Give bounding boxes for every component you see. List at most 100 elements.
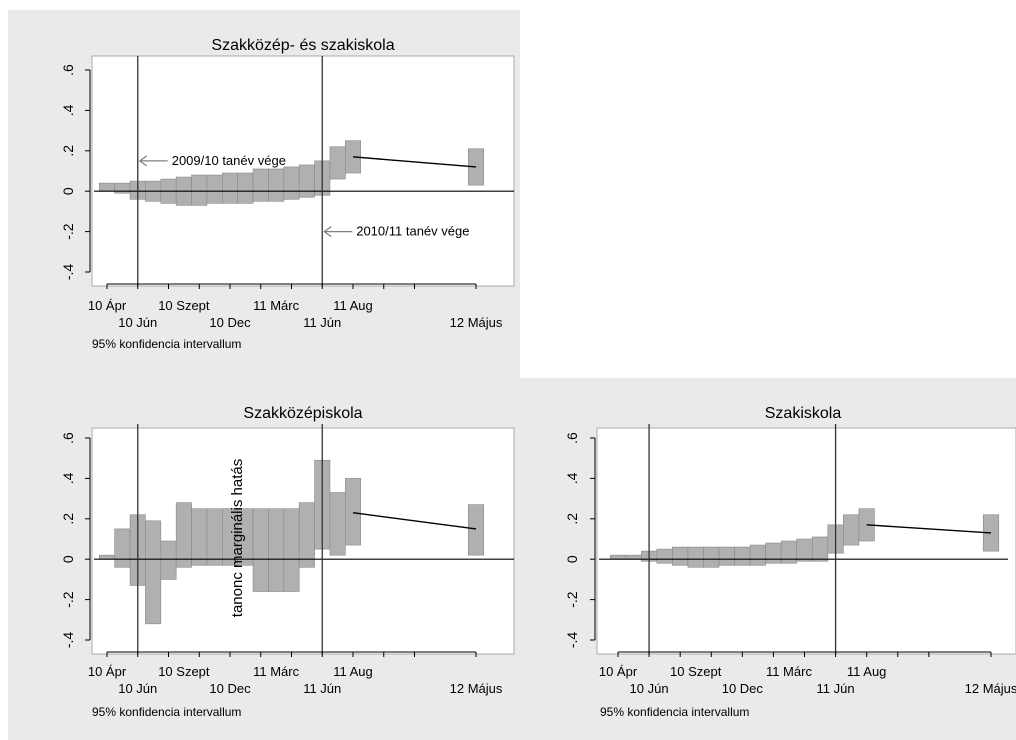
ci-bar <box>672 546 689 566</box>
y-tick-label: .4 <box>60 104 76 116</box>
ci-bar <box>609 554 627 560</box>
y-tick-label: -.4 <box>60 264 76 281</box>
y-tick-label: -.2 <box>60 591 76 608</box>
ci-bar <box>796 538 813 562</box>
x-tick-label: 10 Dec <box>209 315 251 330</box>
ci-bar <box>329 146 346 180</box>
x-tick-label: 10 Szept <box>670 664 722 679</box>
x-tick-label: 11 Márc <box>253 664 299 679</box>
arrow-head <box>138 155 148 167</box>
y-tick-label: -.2 <box>60 223 76 240</box>
ci-bars <box>609 508 1000 568</box>
y-tick-label: .4 <box>60 472 76 484</box>
ci-note: 95% konfidencia intervallum <box>92 337 241 351</box>
ci-bar <box>656 548 673 564</box>
ci-bar <box>222 172 238 204</box>
ci-bar <box>175 502 192 568</box>
ci-bar <box>283 166 300 200</box>
x-tick-label: 12 Május <box>450 315 503 330</box>
ci-bar <box>191 508 208 566</box>
ci-bar <box>687 546 704 568</box>
chart-title: Szakközép- és szakiskola <box>211 37 394 54</box>
x-tick-label: 11 Jún <box>303 315 341 330</box>
x-tick-label: 10 Szept <box>158 298 210 313</box>
x-tick-label: 12 Május <box>965 681 1016 696</box>
ci-bar <box>237 172 254 204</box>
y-tick-label: .2 <box>60 145 76 157</box>
panel-szakiskola: Szakiskola -.4 -.2 0 .2 .4 .6 10 Ápr 10 Szept 11… <box>564 405 1016 719</box>
annotation-label: 2009/10 tanév vége <box>172 153 286 168</box>
trend-line <box>352 512 477 530</box>
x-tick-label: 10 Jún <box>118 681 157 696</box>
x-tick-label: 10 Dec <box>722 681 764 696</box>
x-tick-label: 10 Ápr <box>88 664 127 679</box>
x-tick-label: 12 Május <box>450 681 503 696</box>
x-tick-label: 11 Aug <box>333 298 373 313</box>
x-tick-label: 11 Aug <box>333 664 373 679</box>
x-tick-label: 11 Márc <box>253 298 299 313</box>
panel-szakkozep-es-szakiskola: Szakközép- és szakiskola -.4 -.2 0 .2 .4 .6 10… <box>60 37 515 351</box>
x-tick-label: 10 Jún <box>118 315 157 330</box>
ci-bar <box>298 164 315 198</box>
ci-bar <box>703 546 720 568</box>
x-tick-label: 11 Márc <box>766 664 812 679</box>
ci-bar <box>345 478 361 546</box>
y-tick-label: 0 <box>564 555 580 563</box>
ci-bar <box>283 508 300 592</box>
ci-bar <box>843 514 860 546</box>
ci-bar <box>160 540 177 580</box>
ci-bar <box>780 540 798 564</box>
y-tick-label: .2 <box>564 513 580 525</box>
y-tick-label: 0 <box>60 555 76 563</box>
ci-bar <box>268 508 285 592</box>
ci-bar <box>765 542 782 564</box>
annotation-arrow <box>138 155 168 167</box>
annotation-label: 2010/11 tanév vége <box>356 224 469 239</box>
ci-bar <box>252 168 269 202</box>
ci-bar <box>114 528 131 568</box>
ci-bar <box>191 174 208 206</box>
trend-line <box>866 524 992 534</box>
y-tick-label: .4 <box>564 472 580 484</box>
chart-title: Szakiskola <box>765 405 842 422</box>
y-tick-label: .6 <box>60 64 76 76</box>
arrow-head <box>323 226 332 238</box>
x-tick-label: 10 Dec <box>209 681 251 696</box>
ci-bar <box>268 168 285 202</box>
y-tick-label: .2 <box>60 513 76 525</box>
ci-bar <box>298 502 315 568</box>
axes: -.4 -.2 0 .2 .4 .6 10 Ápr 10 Szept 11 Márc 11 Aug… <box>60 56 514 330</box>
ci-bar <box>734 546 751 566</box>
ci-bars <box>99 459 484 625</box>
ci-bar <box>468 504 484 556</box>
ci-bar <box>206 508 223 566</box>
ci-bar <box>252 508 269 592</box>
y-tick-label: -.4 <box>60 632 76 649</box>
x-tick-label: 11 Aug <box>847 664 887 679</box>
ci-bar <box>99 554 115 560</box>
y-tick-label: -.4 <box>564 632 580 649</box>
x-tick-label: 11 Jún <box>303 681 341 696</box>
axes: -.4 -.2 0 .2 .4 .6 10 Ápr 10 Szept 11 Márc 11 Aug… <box>564 424 1016 696</box>
y-axis-title: tanonc marginális hatás <box>229 459 246 617</box>
y-tick-label: .6 <box>60 432 76 444</box>
ci-bar <box>625 554 642 560</box>
ci-bar <box>206 174 223 204</box>
x-tick-label: 10 Ápr <box>88 298 127 313</box>
x-tick-label: 10 Ápr <box>599 664 638 679</box>
x-tick-label: 10 Jún <box>630 681 669 696</box>
panel-szakkozepiskola: Szakközépiskola -.4 -.2 0 .2 .4 .6 10 Ápr 10 Sz… <box>60 405 515 719</box>
y-tick-label: -.2 <box>564 591 580 608</box>
ci-bar <box>718 546 735 566</box>
ci-bar <box>811 536 829 562</box>
ci-bar <box>99 182 115 192</box>
ci-bar <box>749 544 766 566</box>
chart-title: Szakközépiskola <box>243 405 362 422</box>
trend-line <box>352 156 477 168</box>
x-tick-label: 10 Szept <box>158 664 210 679</box>
ci-bar <box>329 492 346 556</box>
x-tick-label: 11 Jún <box>817 681 855 696</box>
ci-note: 95% konfidencia intervallum <box>600 705 749 719</box>
axes: -.4 -.2 0 .2 .4 .6 10 Ápr 10 Szept 11 Márc 11 Aug… <box>60 424 514 696</box>
